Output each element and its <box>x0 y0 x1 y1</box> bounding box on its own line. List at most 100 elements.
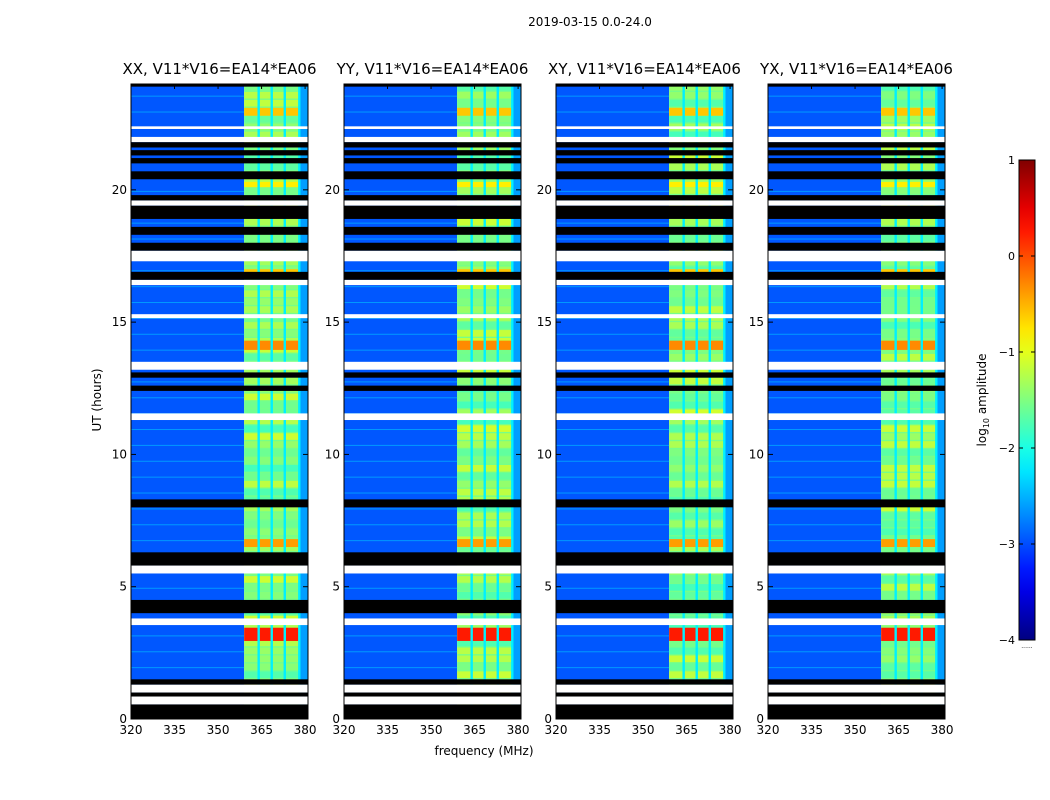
background-streak <box>344 238 458 240</box>
band-divider <box>298 84 301 719</box>
flagged-row <box>131 205 308 219</box>
band-divider <box>894 84 897 719</box>
background-streak <box>131 111 245 113</box>
band-divider <box>920 84 923 719</box>
flagged-row <box>344 195 521 201</box>
flagged-row <box>768 142 945 148</box>
gap-row <box>131 618 308 626</box>
background-streak <box>556 333 670 335</box>
flagged-row <box>131 552 308 566</box>
flagged-row <box>556 242 733 251</box>
background-streak <box>556 397 670 399</box>
colorbar-footnote: ...... <box>1021 643 1033 650</box>
background-streak <box>768 667 882 669</box>
x-tick-label: 350 <box>844 723 867 737</box>
background-streak <box>344 651 458 653</box>
gap-row <box>344 618 521 626</box>
background-streak <box>131 333 245 335</box>
background-streak <box>131 397 245 399</box>
y-tick-label: 10 <box>325 447 340 461</box>
flagged-row <box>131 142 308 148</box>
flagged-row <box>556 385 733 391</box>
background-streak <box>768 651 882 653</box>
background-streak <box>131 651 245 653</box>
colorbar-label-main: log <box>975 428 989 446</box>
background-streak <box>131 317 245 319</box>
y-tick-label: 20 <box>112 183 127 197</box>
x-tick-label: 365 <box>675 723 698 737</box>
y-tick-label: 10 <box>537 447 552 461</box>
flagged-row <box>768 226 945 235</box>
background-streak <box>131 270 245 272</box>
panels-group: XX, V11*V16=EA14*EA06 320 335 350 365 380 0 5 10… <box>112 60 954 737</box>
gap-row <box>344 200 521 206</box>
flagged-row <box>556 271 733 280</box>
background-streak <box>131 540 245 542</box>
background-streak <box>344 286 458 288</box>
background-streak <box>131 508 245 510</box>
x-tick-label: 380 <box>719 723 742 737</box>
background-streak <box>556 524 670 526</box>
background-streak <box>131 302 245 304</box>
x-tick-label: 320 <box>333 723 356 737</box>
background-streak <box>344 270 458 272</box>
background-streak <box>344 587 458 589</box>
gap-row <box>131 696 308 705</box>
band-divider <box>257 84 260 719</box>
flagged-row <box>131 372 308 378</box>
upper-band <box>936 84 945 719</box>
x-tick-label: 320 <box>545 723 568 737</box>
gap-row <box>131 279 308 286</box>
band-divider <box>511 84 514 719</box>
background-streak <box>556 302 670 304</box>
flagged-row <box>556 692 733 697</box>
flagged-row <box>131 195 308 201</box>
y-axis-label: UT (hours) <box>90 368 104 431</box>
flagged-row <box>768 171 945 180</box>
background-streak <box>344 524 458 526</box>
gap-row <box>131 413 308 421</box>
flagged-row <box>768 372 945 378</box>
x-axis-label: frequency (MHz) <box>434 744 533 758</box>
background-streak <box>344 95 458 97</box>
background-streak <box>131 635 245 637</box>
band-divider <box>907 84 910 719</box>
gap-row <box>131 565 308 574</box>
y-tick-label: 10 <box>112 447 127 461</box>
background-streak <box>131 444 245 446</box>
panel-title: XY, V11*V16=EA14*EA06 <box>548 60 741 78</box>
flagged-row <box>768 499 945 508</box>
background-streak <box>556 667 670 669</box>
background-streak <box>768 587 882 589</box>
background-streak <box>768 190 882 192</box>
gap-row <box>768 618 945 626</box>
background-streak <box>131 95 245 97</box>
flagged-row <box>768 242 945 251</box>
flagged-row <box>344 679 521 685</box>
flagged-row <box>344 142 521 148</box>
background-streak <box>768 222 882 224</box>
flagged-row <box>344 704 521 719</box>
background-streak <box>131 460 245 462</box>
flagged-row <box>344 372 521 378</box>
background-streak <box>344 317 458 319</box>
panel-frame <box>130 83 309 720</box>
flagged-row <box>556 158 733 164</box>
background-streak <box>344 397 458 399</box>
flagged-row <box>344 599 521 614</box>
panel-xy: XY, V11*V16=EA14*EA06 320 335 350 365 380 0 5 10… <box>537 60 742 737</box>
y-tick-label: 0 <box>756 712 764 726</box>
background-streak <box>131 667 245 669</box>
flagged-row <box>768 599 945 614</box>
flagged-row <box>131 150 308 156</box>
background-streak <box>131 222 245 224</box>
flagged-row <box>556 226 733 235</box>
x-tick-label: 380 <box>294 723 317 737</box>
x-tick-label: 380 <box>507 723 530 737</box>
colorbar-tick-label: 0 <box>1008 250 1015 263</box>
flagged-row <box>131 171 308 180</box>
colorbar-label: log10 amplitude <box>975 354 991 447</box>
flagged-row <box>344 150 521 156</box>
